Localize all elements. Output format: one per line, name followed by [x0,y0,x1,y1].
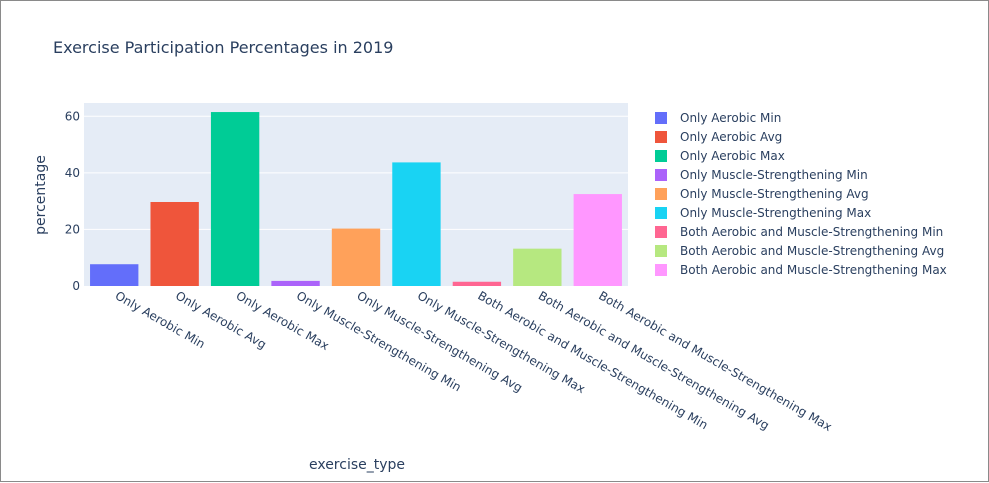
legend-label[interactable]: Only Aerobic Min [680,111,781,125]
legend-swatch[interactable] [655,207,667,219]
x-tick-label: Both Aerobic and Muscle-Strengthening Mi… [475,288,710,432]
legend-swatch[interactable] [655,112,667,124]
bars: Only Aerobic Min: 7.7 Only Aerobic Avg: 2… [90,112,622,287]
bar: Only Aerobic Max: 61.5 [210,112,260,287]
y-tick-label: 20 [65,222,80,236]
legend-label[interactable]: Only Muscle-Strengthening Max [680,206,871,220]
chart-title: Exercise Participation Percentages in 20… [53,38,393,57]
bar: Only Muscle-Strengthening Min: 1.8 [271,280,320,286]
y-tick-label: 40 [65,166,80,180]
bar: Both Aerobic and Muscle-Strengthening Ma… [573,194,622,286]
legend-label[interactable]: Both Aerobic and Muscle-Strengthening Ma… [680,263,947,277]
legend-label[interactable]: Both Aerobic and Muscle-Strengthening Av… [680,244,944,258]
bar: Only Muscle-Strengthening Avg: 20.3 [331,228,381,286]
legend-label[interactable]: Only Muscle-Strengthening Avg [680,187,869,201]
y-tick-label: 60 [65,109,80,123]
legend-swatch[interactable] [655,264,667,276]
x-axis-title: exercise_type [309,457,405,473]
legend-swatch[interactable] [655,131,667,143]
legend-swatch[interactable] [655,188,667,200]
legend-swatch[interactable] [655,226,667,238]
y-tick-label: 0 [72,279,80,293]
legend-label[interactable]: Both Aerobic and Muscle-Strengthening Mi… [680,225,943,239]
legend-label[interactable]: Only Muscle-Strengthening Min [680,168,868,182]
bar: Both Aerobic and Muscle-Strengthening Mi… [452,281,502,286]
y-axis-title: percentage [33,155,49,235]
legend-swatch[interactable] [655,245,667,257]
y-axis-ticks: 0 20 40 60 [65,109,80,293]
bar: Both Aerobic and Muscle-Strengthening Av… [513,248,562,286]
x-tick-label: Both Aerobic and Muscle-Strengthening Ma… [596,288,834,434]
legend-label[interactable]: Only Aerobic Avg [680,130,782,144]
bar: Only Muscle-Strengthening Max: 43.7 [392,162,441,286]
bar: Only Aerobic Min: 7.7 [90,264,139,286]
x-tick-label: Both Aerobic and Muscle-Strengthening Av… [536,288,772,432]
legend-label[interactable]: Only Aerobic Max [680,149,785,163]
legend-swatch[interactable] [655,150,667,162]
legend-swatch[interactable] [655,169,667,181]
legend[interactable]: Only Aerobic Min Only Aerobic Avg Only Aer… [655,111,947,277]
bar: Only Aerobic Avg: 29.7 [150,201,199,286]
